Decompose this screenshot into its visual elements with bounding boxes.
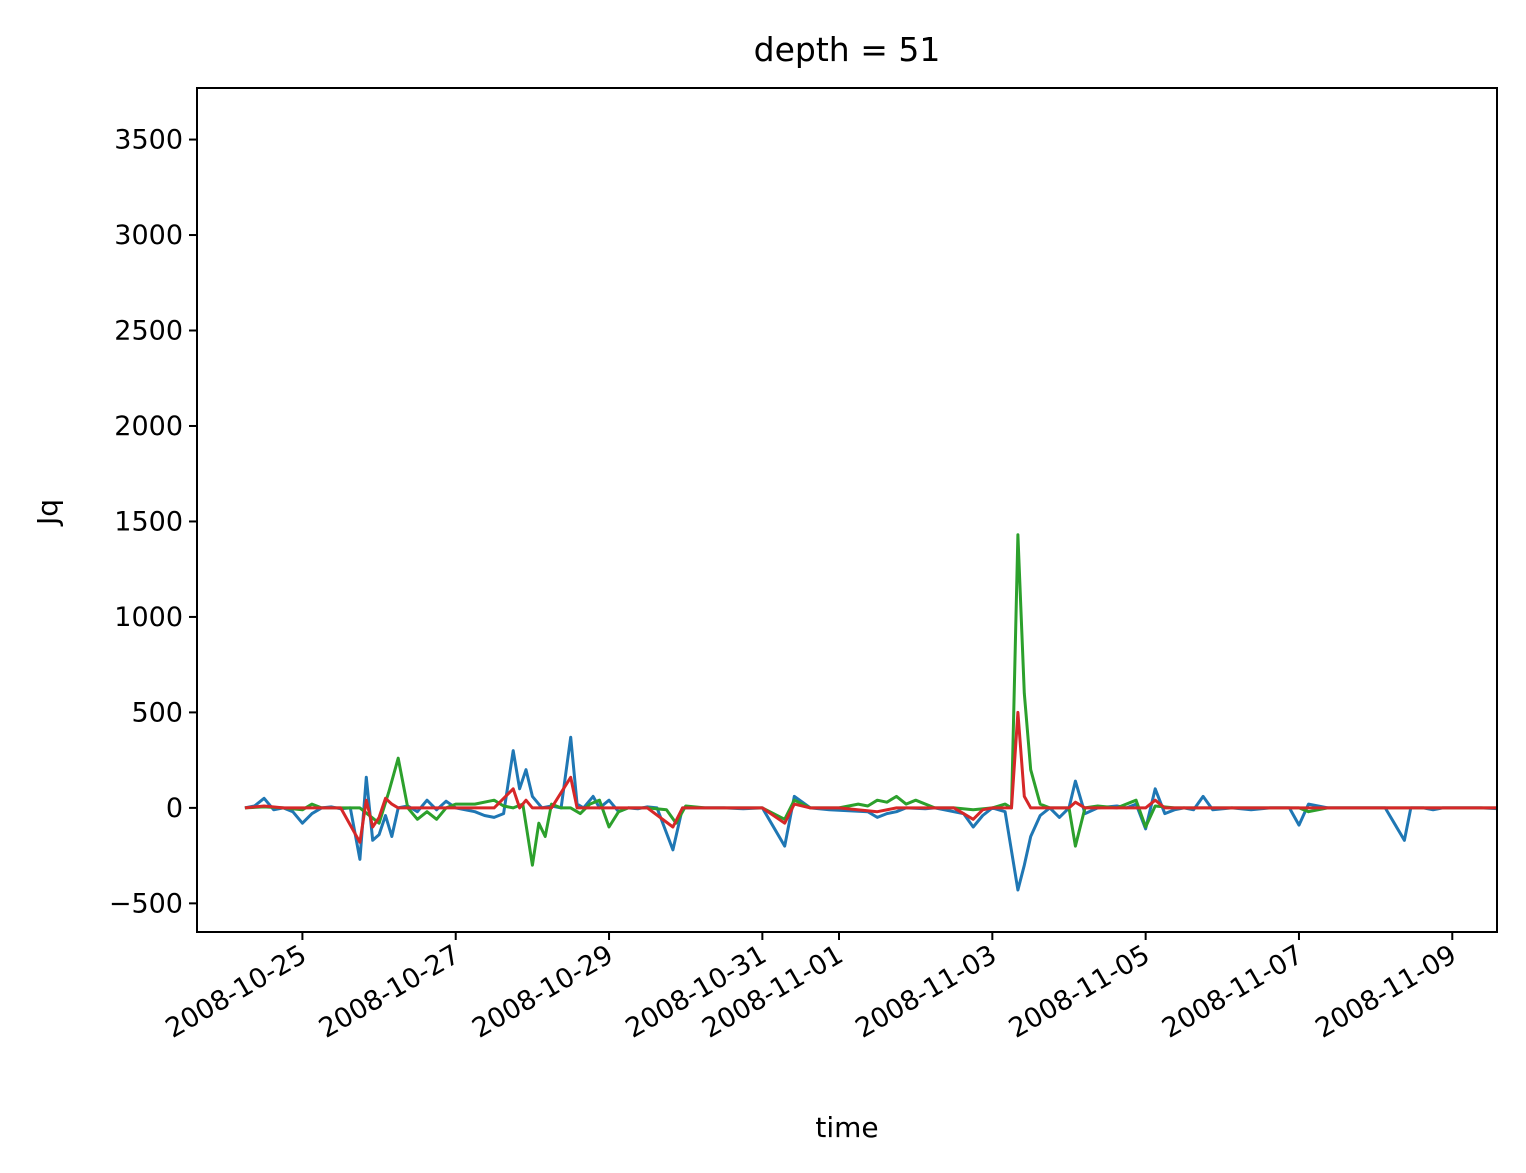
y-tick-label: 1500: [114, 506, 183, 537]
y-tick-label: 1000: [114, 602, 183, 633]
plot-frame: [196, 87, 1498, 933]
y-tick-label: −500: [109, 888, 183, 919]
y-tick-label: 2500: [114, 316, 183, 347]
y-tick-label: 2000: [114, 411, 183, 442]
chart-title: depth = 51: [754, 30, 941, 69]
y-axis: −500 0 500 1000 1500 2000 2500 3000 3500: [109, 125, 197, 919]
y-tick-label: 3500: [114, 125, 183, 156]
series-line-1: [244, 735, 1497, 892]
y-tick-label: 500: [131, 697, 183, 728]
series-line-3: [244, 710, 1497, 844]
y-tick-label: 3000: [114, 220, 183, 251]
x-axis-title: time: [815, 1111, 878, 1144]
y-axis-title: Jq: [31, 499, 64, 527]
series-layer: [244, 533, 1497, 892]
y-tick-label: 0: [166, 793, 183, 824]
